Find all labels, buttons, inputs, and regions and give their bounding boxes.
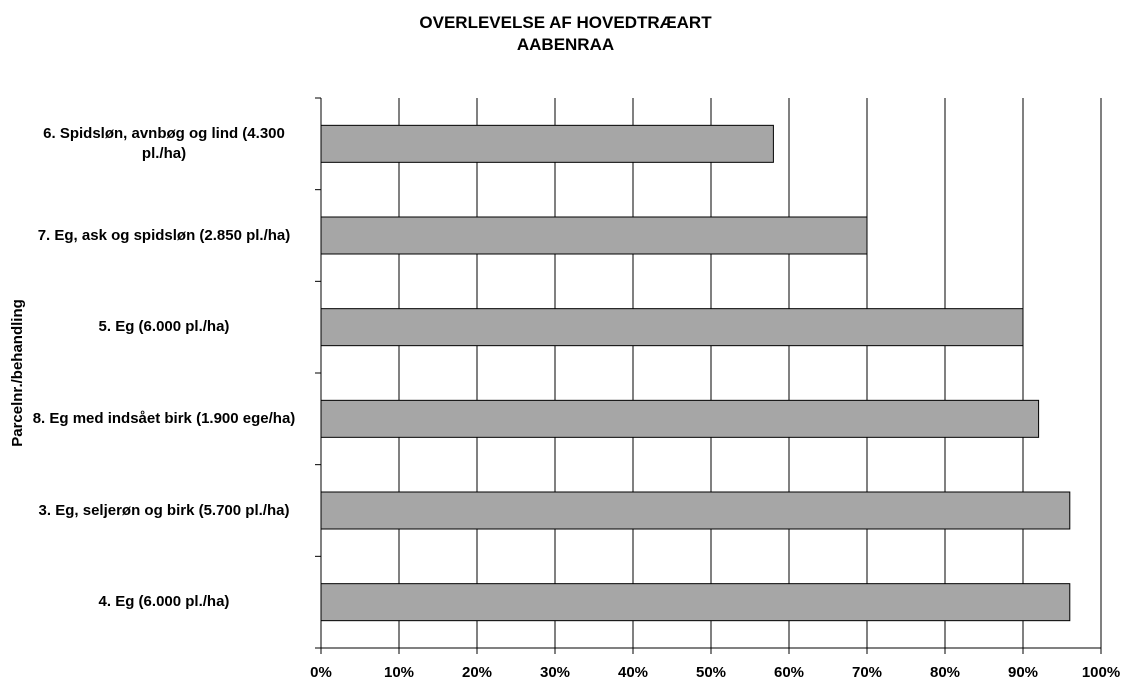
bar bbox=[320, 216, 868, 255]
bar bbox=[320, 308, 1024, 347]
x-tick-label: 60% bbox=[774, 664, 804, 681]
y-axis-label: Parcelnr./behandling bbox=[9, 299, 26, 447]
y-tick-label: 5. Eg (6.000 pl./ha) bbox=[98, 318, 230, 336]
bar bbox=[320, 583, 1071, 622]
x-tick-label: 0% bbox=[310, 664, 332, 681]
y-tick-label: 6. Spidsløn, avnbøg og lind (4.300 pl./h… bbox=[43, 124, 285, 162]
y-tick-label: 3. Eg, seljerøn og birk (5.700 pl./ha) bbox=[38, 501, 290, 519]
x-tick-label: 10% bbox=[384, 664, 414, 681]
x-tick-label: 70% bbox=[852, 664, 882, 681]
y-tick-label: 8. Eg med indsået birk (1.900 ege/ha) bbox=[32, 409, 296, 427]
y-tick-label: 4. Eg (6.000 pl./ha) bbox=[98, 593, 230, 611]
x-tick-label: 90% bbox=[1008, 664, 1038, 681]
x-tick-label: 40% bbox=[618, 664, 648, 681]
y-tick-label: 7. Eg, ask og spidsløn (2.850 pl./ha) bbox=[37, 226, 291, 244]
x-tick-label: 30% bbox=[540, 664, 570, 681]
x-tick-label: 100% bbox=[1082, 664, 1120, 681]
chart-title: OVERLEVELSE AF HOVEDTRÆART AABENRAA bbox=[419, 13, 712, 54]
bar bbox=[320, 124, 774, 163]
bar bbox=[320, 399, 1040, 438]
x-tick-label: 20% bbox=[462, 664, 492, 681]
x-tick-label: 50% bbox=[696, 664, 726, 681]
x-tick-label: 80% bbox=[930, 664, 960, 681]
bar bbox=[320, 491, 1071, 530]
